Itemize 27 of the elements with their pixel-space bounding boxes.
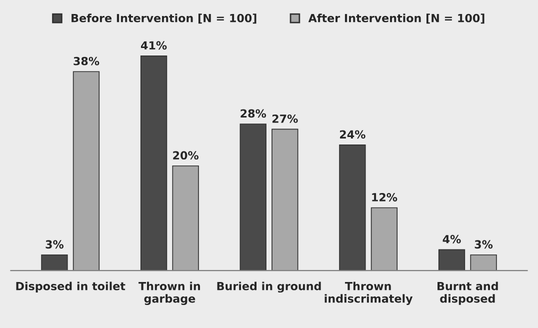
bar bbox=[41, 254, 68, 271]
bar bbox=[370, 207, 398, 271]
x-tick-label: Disposed in toilet bbox=[16, 282, 126, 292]
data-label: 28% bbox=[240, 109, 266, 118]
data-label: 3% bbox=[46, 240, 64, 249]
bar bbox=[339, 144, 366, 271]
bar bbox=[240, 124, 266, 271]
data-label: 24% bbox=[340, 130, 366, 139]
legend-label: Before Intervention [N = 100] bbox=[72, 14, 256, 24]
data-label: 41% bbox=[140, 41, 167, 50]
data-label: 27% bbox=[272, 114, 298, 123]
data-label: 4% bbox=[442, 234, 461, 244]
legend-label: After Intervention [N = 100] bbox=[308, 14, 484, 24]
x-tick-label: Thrown indiscrimately bbox=[324, 282, 413, 305]
bar bbox=[172, 165, 199, 271]
data-label: 20% bbox=[173, 151, 199, 160]
bar bbox=[272, 128, 298, 271]
data-label: 3% bbox=[474, 240, 493, 249]
bar bbox=[140, 55, 168, 271]
x-tick-label: Burnt and disposed bbox=[438, 282, 498, 305]
data-label: 38% bbox=[74, 56, 100, 66]
x-tick-label: Buried in ground bbox=[217, 282, 321, 293]
bar bbox=[438, 249, 466, 271]
bar bbox=[72, 71, 100, 271]
x-tick-label: Thrown in garbage bbox=[138, 282, 200, 305]
data-label: 12% bbox=[372, 193, 398, 202]
bar bbox=[470, 254, 497, 271]
